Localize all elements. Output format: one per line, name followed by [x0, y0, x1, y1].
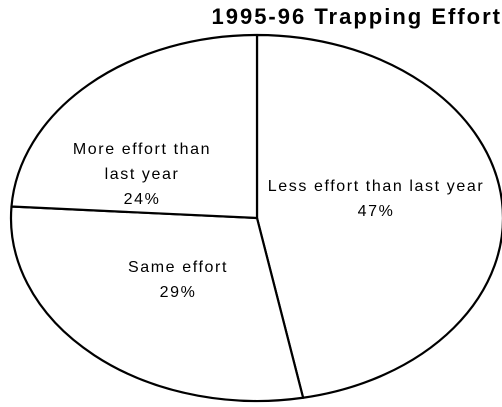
slice-value-label: 47% [357, 203, 395, 220]
slice-value-label: 29% [159, 284, 197, 301]
pie-slice [9, 205, 305, 403]
slice-label: Same effort [127, 259, 228, 276]
slice-label: More effort than last year [72, 141, 212, 183]
pie-slice [10, 33, 259, 220]
chart-title: 1995-96 Trapping Effort [211, 4, 502, 29]
slice-label: Less effort than last year [267, 178, 485, 195]
slice-value-label: 24% [123, 191, 161, 208]
